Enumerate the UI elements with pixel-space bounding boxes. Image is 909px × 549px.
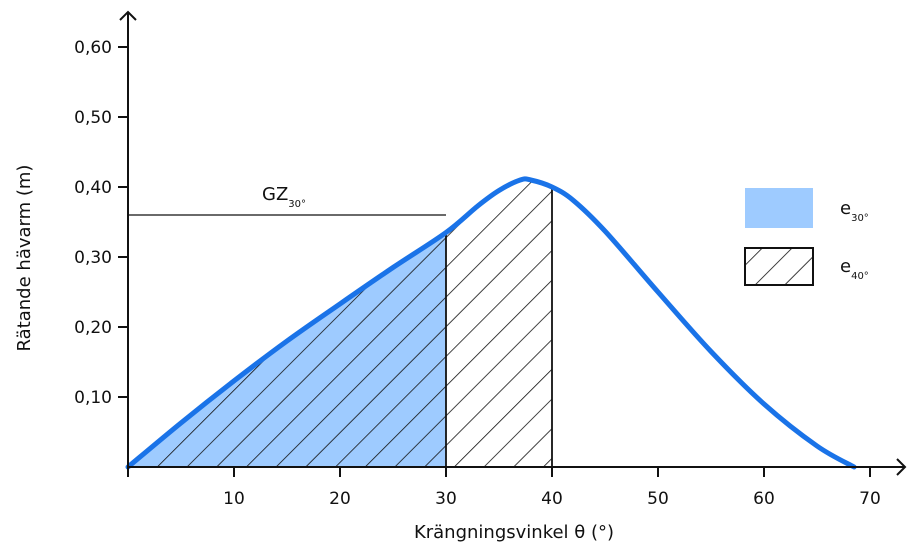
gz30-annotation-subscript: 30° — [288, 199, 306, 210]
x-tick-label: 10 — [223, 489, 245, 509]
y-axis: 0,10 0,20 0,30 0,40 0,50 0,60 — [74, 10, 137, 467]
x-axis-arrow — [896, 458, 907, 476]
y-tick-label: 0,40 — [74, 178, 112, 198]
legend-e40-label: e40° — [840, 256, 869, 282]
y-tick-label: 0,10 — [74, 388, 112, 408]
x-tick-label: 40 — [541, 489, 563, 509]
x-axis-label: Krängningsvinkel θ (°) — [414, 522, 614, 543]
y-tick-label: 0,30 — [74, 248, 112, 268]
x-tick-label: 20 — [329, 489, 351, 509]
legend-e30-label-subscript: 30° — [851, 213, 869, 224]
x-tick-label: 30 — [435, 489, 457, 509]
x-tick-label: 70 — [859, 489, 881, 509]
legend-e30-label: e30° — [840, 198, 869, 224]
x-axis: 10 20 30 40 50 60 70 — [127, 458, 907, 509]
legend-e40-label-subscript: 40° — [851, 271, 869, 282]
x-tick-label: 50 — [647, 489, 669, 509]
y-ticks: 0,10 0,20 0,30 0,40 0,50 0,60 — [74, 38, 128, 408]
legend-e40-swatch-fill — [745, 248, 813, 285]
y-tick-label: 0,20 — [74, 318, 112, 338]
legend-e40-swatch — [744, 247, 814, 286]
x-ticks: 10 20 30 40 50 60 70 — [127, 467, 881, 509]
gz30-annotation-label: GZ — [262, 184, 288, 205]
y-tick-label: 0,50 — [74, 108, 112, 128]
gz30-annotation: GZ30° — [262, 184, 306, 210]
y-axis-label: Rätande hävarm (m) — [14, 165, 35, 352]
e40-hatch — [128, 178, 552, 467]
legend-e30-swatch — [745, 188, 813, 228]
legend: e30° e40° — [744, 188, 869, 286]
legend-e30-label-main: e — [840, 198, 851, 219]
gz-curve — [125, 176, 857, 470]
legend-e40-label-main: e — [840, 256, 851, 277]
y-axis-arrow — [119, 10, 137, 21]
y-tick-label: 0,60 — [74, 38, 112, 58]
x-tick-label: 60 — [753, 489, 775, 509]
